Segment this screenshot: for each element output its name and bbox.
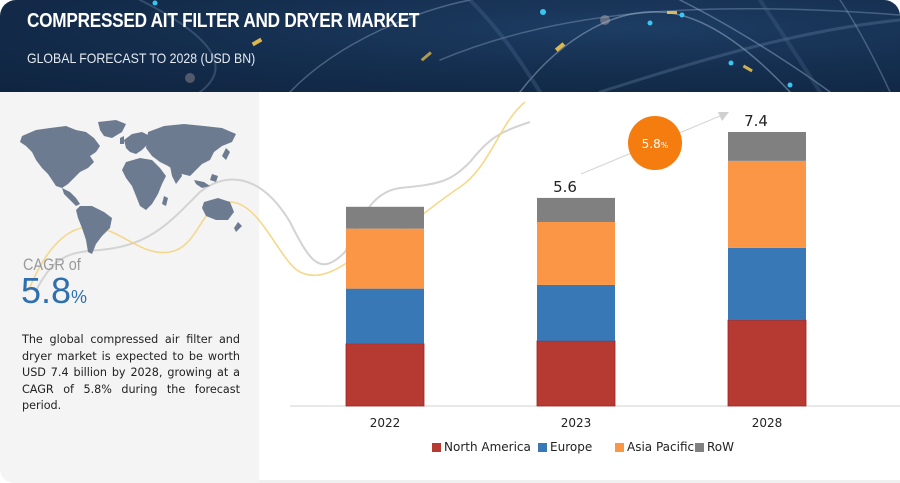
growth-badge: 5.8% (628, 116, 682, 170)
legend-item-europe: Europe (538, 440, 592, 454)
bar-segment-north-america-2023 (537, 341, 615, 406)
bar-segment-north-america-2028 (728, 320, 806, 406)
bar-segment-asia-pacific-2022 (346, 229, 424, 289)
legend-swatch (615, 443, 624, 452)
legend-swatch (538, 443, 547, 452)
bar-segment-north-america-2022 (346, 344, 424, 406)
legend-swatch (432, 443, 441, 452)
x-tick-label: 2028 (752, 416, 783, 430)
legend-label: North America (444, 440, 531, 454)
legend-swatch (695, 443, 704, 452)
bar-segment-europe-2022 (346, 289, 424, 344)
bar-segment-row-2022 (346, 207, 424, 229)
growth-badge-unit: % (661, 141, 669, 150)
legend-label: Europe (550, 440, 592, 454)
total-label: 7.4 (744, 112, 768, 130)
legend-item-north-america: North America (432, 440, 531, 454)
bar-segment-asia-pacific-2023 (537, 222, 615, 285)
chart-legend: North America Europe Asia Pacific RoW (0, 440, 900, 458)
bars-group (346, 132, 806, 406)
bar-segment-row-2023 (537, 198, 615, 222)
legend-label: Asia Pacific (627, 440, 694, 454)
legend-item-asia-pacific: Asia Pacific (615, 440, 694, 454)
growth-badge-number: 5.8 (642, 137, 661, 151)
x-tick-label: 2023 (561, 416, 592, 430)
legend-label: RoW (707, 440, 734, 454)
legend-item-row: RoW (695, 440, 734, 454)
bar-segment-asia-pacific-2028 (728, 161, 806, 248)
bar-segment-row-2028 (728, 132, 806, 161)
x-tick-label: 2022 (370, 416, 401, 430)
bar-segment-europe-2023 (537, 285, 615, 341)
x-tick-labels: 2022 2023 2028 (370, 416, 783, 430)
bar-segment-europe-2028 (728, 248, 806, 320)
total-label: 5.6 (553, 178, 577, 196)
